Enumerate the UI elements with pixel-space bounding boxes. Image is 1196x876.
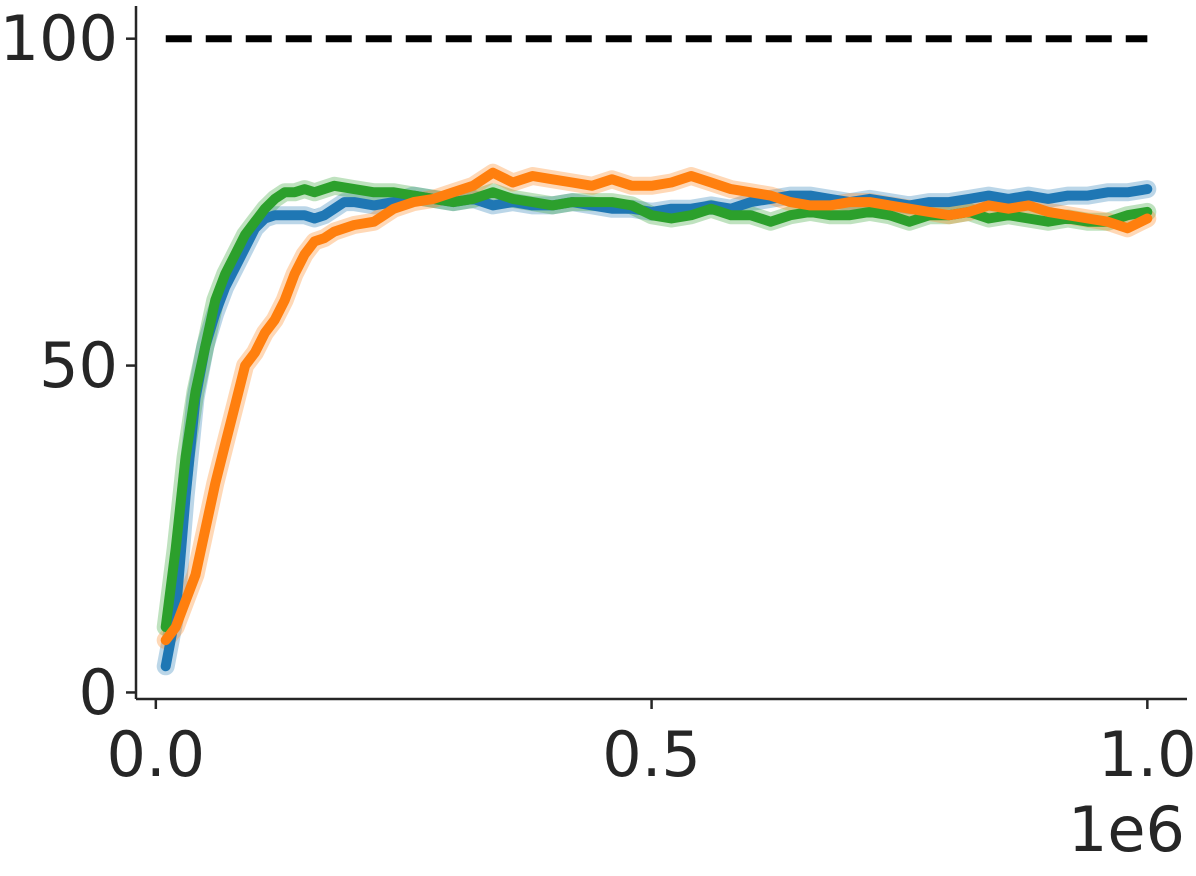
series-line-2 [160,167,1153,646]
series-line-0 [160,184,1153,672]
x-tick-label: 0.0 [107,718,206,791]
y-tick-label: 100 [0,2,118,75]
series-lines [160,167,1153,672]
axes [126,6,1187,709]
series-band-0 [156,180,1157,676]
x-tick-label: 1.0 [1098,718,1196,791]
x-offset-label: 1e6 [1068,793,1185,866]
y-tick-label: 0 [79,656,118,729]
x-tick-label: 0.5 [602,718,701,791]
y-tick-label: 50 [39,329,118,402]
